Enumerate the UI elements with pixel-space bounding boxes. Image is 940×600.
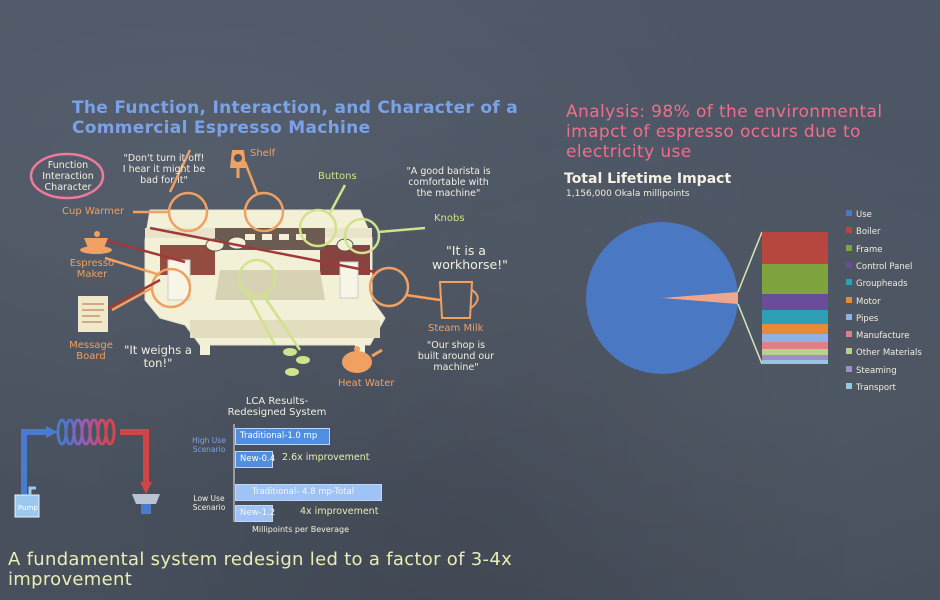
function-bubble-text: Function Interaction Character: [42, 160, 94, 193]
message-board-icon: [78, 296, 108, 332]
stack-frame: [762, 264, 828, 294]
legend-label: Frame: [856, 244, 883, 255]
bar-high-new: New-0.4: [235, 451, 275, 468]
legend-swatch: [846, 227, 852, 234]
bar-low-traditional: Traditional- 4.8 mp-Total: [235, 484, 382, 501]
quote-dont-turn-off: "Don't turn it off! I hear it might be b…: [122, 153, 206, 186]
legend-swatch: [846, 383, 852, 389]
label-shelf: Shelf: [250, 148, 276, 159]
coil-system-illustration: [14, 418, 160, 518]
quote-shop-built: "Our shop is built around our machine": [417, 340, 495, 373]
lca-low-use-label: Low Use Scenario: [192, 494, 226, 512]
function-bubble-outline: [29, 152, 105, 200]
stack-motor: [762, 324, 828, 334]
mug-icon: [438, 281, 479, 319]
kettle-icon: [342, 346, 383, 373]
legend-item: Transport: [846, 382, 896, 394]
quote-good-barista: "A good barista is comfortable with the …: [406, 166, 491, 199]
label-cup-warmer: Cup Warmer: [62, 206, 125, 217]
legend-label: Pipes: [856, 313, 879, 324]
label-buttons: Buttons: [318, 171, 357, 182]
legend-label: Transport: [856, 383, 896, 393]
legend-item: Groupheads: [846, 278, 908, 290]
legend-label: Other Materials: [856, 348, 922, 359]
legend-label: Motor: [856, 296, 881, 307]
legend-swatch: [846, 313, 852, 320]
bottom-conclusion: A fundamental system redesign led to a f…: [8, 549, 513, 590]
legend-item: Pipes: [846, 313, 878, 325]
shelf-icon: [230, 150, 246, 178]
legend-item: Manufacture: [846, 330, 909, 342]
legend-swatch: [846, 261, 852, 268]
green-callouts: [237, 184, 426, 351]
pump-label: Pump: [18, 504, 38, 512]
cup-icon: [80, 231, 112, 254]
stack-control-panel: [762, 294, 828, 310]
legend-item: Control Panel: [846, 261, 912, 273]
lca-title: LCA Results- Redesigned System: [227, 396, 327, 418]
legend-swatch: [846, 279, 852, 286]
lca-axis-label: Millipoints per Beverage: [252, 525, 349, 534]
stack-transport: [762, 360, 828, 364]
label-knobs: Knobs: [434, 213, 465, 224]
main-title: The Function, Interaction, and Character…: [72, 98, 519, 138]
maroon-leaders: [104, 226, 376, 312]
quote-weighs-ton: "It weighs a ton!": [124, 343, 192, 370]
legend-swatch: [846, 210, 852, 216]
quote-workhorse: "It is a workhorse!": [432, 243, 508, 272]
legend-swatch: [846, 244, 852, 251]
bar-high-traditional: Traditional-1.0 mp: [235, 428, 330, 445]
legend-label: Manufacture: [856, 331, 910, 342]
lca-high-use-label: High Use Scenario: [192, 436, 226, 454]
stack-pipes: [762, 334, 828, 342]
stack-steaming: [762, 355, 828, 360]
legend-label: Boiler: [856, 227, 881, 238]
lifetime-title: Total Lifetime Impact: [564, 171, 732, 187]
stack-manufacture: [762, 342, 828, 349]
pie-chart: [586, 222, 763, 374]
legend-swatch: [846, 296, 852, 303]
legend-swatch: [846, 331, 852, 338]
analysis-title: Analysis: 98% of the environmental imapc…: [566, 102, 883, 162]
legend-label: Groupheads: [856, 279, 908, 290]
legend-item: Motor: [846, 296, 881, 308]
label-message-board: Message Board: [69, 340, 113, 362]
stack-boiler: [762, 232, 828, 264]
label-steam-milk: Steam Milk: [428, 323, 484, 334]
label-heat-water: Heat Water: [338, 378, 395, 389]
legend-label: Use: [856, 210, 872, 220]
orange-callouts: [104, 149, 441, 312]
stack-other-materials: [762, 349, 828, 355]
legend-item: Frame: [846, 244, 882, 256]
legend-label: Control Panel: [856, 261, 913, 272]
legend-item: Other Materials: [846, 347, 922, 359]
legend-item: Use: [846, 209, 872, 221]
bar-low-new: New-1.2: [235, 505, 275, 522]
legend-label: Steaming: [856, 365, 897, 376]
high-improvement-text: 2.6x improvement: [282, 452, 370, 463]
coffee-beans-icon: [283, 348, 310, 376]
low-improvement-text: 4x improvement: [300, 506, 379, 517]
lifetime-subtitle: 1,156,000 Okala millipoints: [566, 189, 690, 199]
legend-item: Boiler: [846, 226, 880, 238]
legend-swatch: [846, 348, 852, 355]
legend-item: Steaming: [846, 365, 897, 377]
stack-groupheads: [762, 310, 828, 324]
label-espresso-maker: Espresso Maker: [69, 258, 115, 280]
legend-swatch: [846, 365, 852, 372]
